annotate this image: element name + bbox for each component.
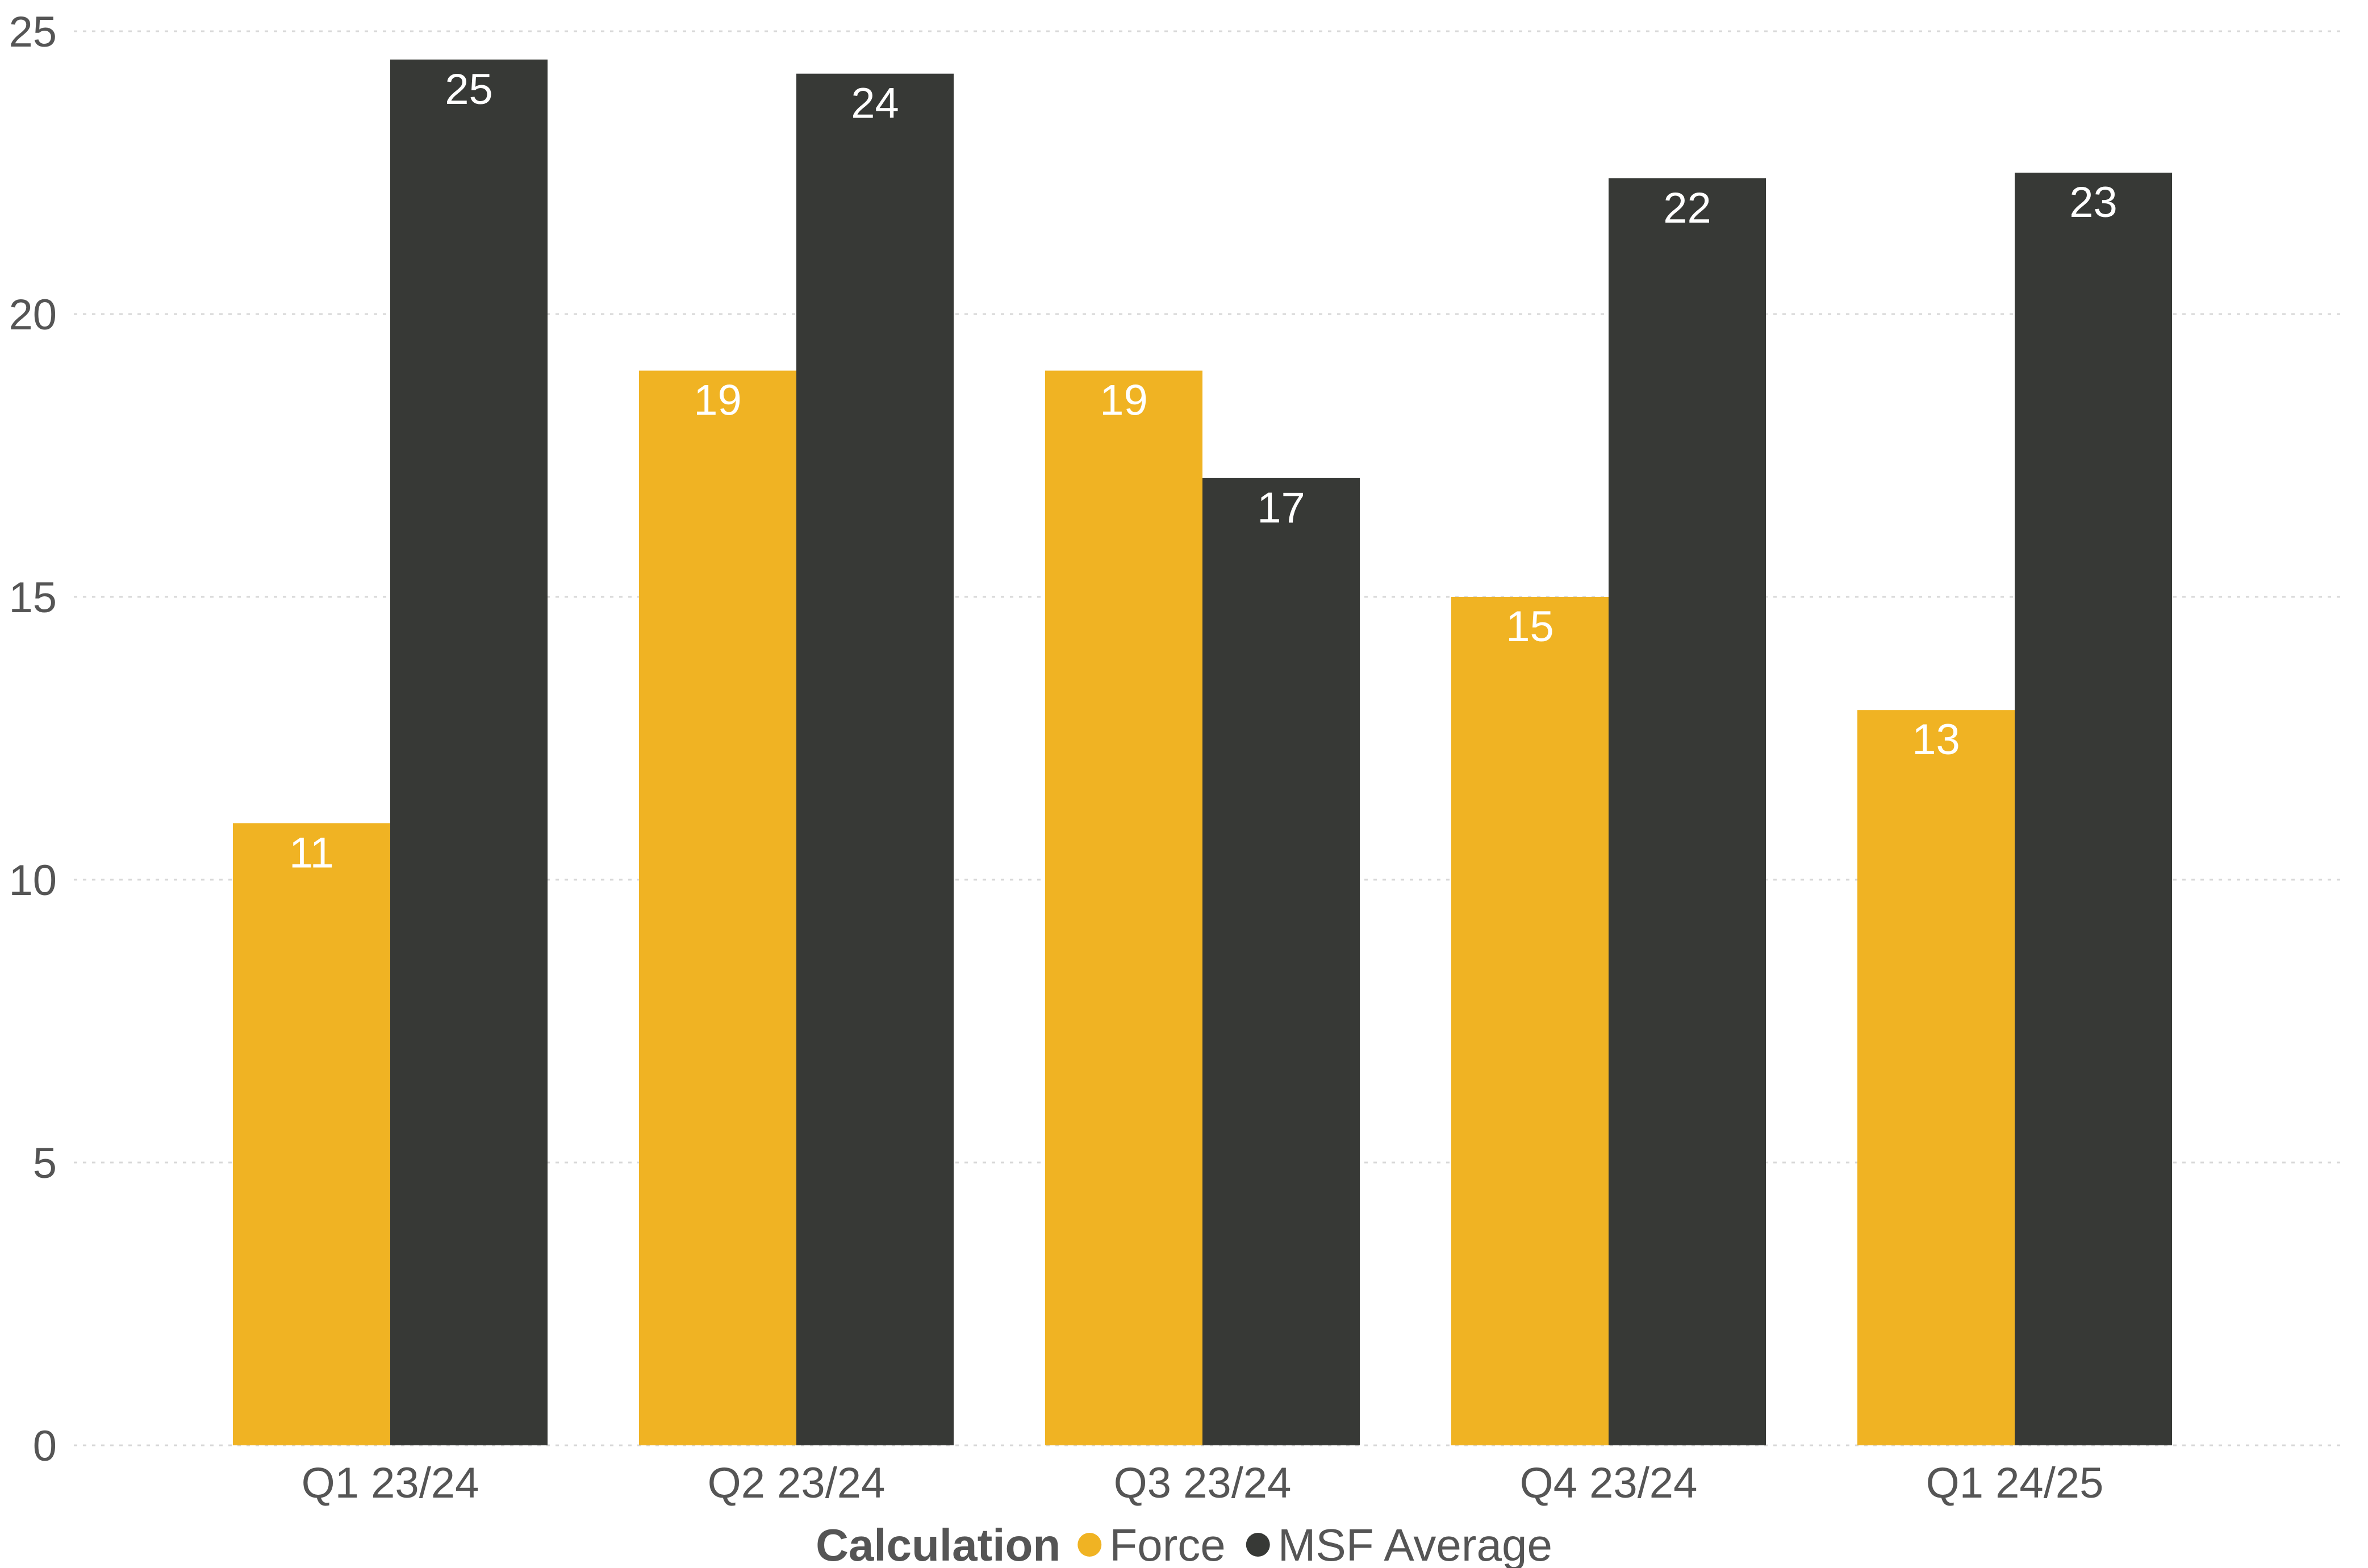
data-label: 24 <box>851 80 899 128</box>
bar <box>1045 370 1202 1445</box>
bar <box>1857 710 2015 1445</box>
legend-label: Force <box>1109 1520 1226 1568</box>
bars: 11 25 19 24 19 17 15 22 13 23 <box>233 59 2172 1446</box>
legend-marker <box>1077 1533 1102 1557</box>
legend-label: MSF Average <box>1278 1520 1552 1568</box>
bar <box>1609 178 1766 1446</box>
bar <box>233 823 390 1445</box>
x-axis: Q1 23/24 Q2 23/24 Q3 23/24 Q4 23/24 Q1 24/25 <box>302 1459 2104 1507</box>
x-tick-label: Q4 23/24 <box>1520 1459 1698 1507</box>
y-tick-label: 25 <box>9 8 57 56</box>
y-tick-label: 5 <box>33 1139 57 1188</box>
bar <box>1202 478 1360 1445</box>
data-label: 19 <box>1100 377 1148 425</box>
legend: Calculation Force MSF Average <box>816 1520 1552 1568</box>
x-tick-label: Q2 23/24 <box>708 1459 886 1507</box>
data-label: 17 <box>1257 484 1305 532</box>
legend-title: Calculation <box>816 1520 1060 1568</box>
y-axis: 0 5 10 15 20 25 <box>9 8 57 1470</box>
data-label: 13 <box>1912 716 1960 764</box>
data-label: 25 <box>445 65 493 114</box>
bar <box>2015 173 2172 1445</box>
x-tick-label: Q1 23/24 <box>302 1459 479 1507</box>
legend-marker <box>1246 1533 1270 1557</box>
y-tick-label: 10 <box>9 856 57 905</box>
x-tick-label: Q3 23/24 <box>1114 1459 1292 1507</box>
bar <box>390 59 548 1445</box>
bar <box>796 73 954 1446</box>
data-label: 15 <box>1506 603 1554 651</box>
y-tick-label: 15 <box>9 574 57 622</box>
y-tick-label: 0 <box>33 1422 57 1470</box>
data-label: 11 <box>289 829 334 877</box>
bar <box>639 370 796 1445</box>
x-tick-label: Q1 24/25 <box>1926 1459 2104 1507</box>
data-label: 23 <box>2069 178 2118 227</box>
data-label: 19 <box>694 377 742 425</box>
y-tick-label: 20 <box>9 291 57 339</box>
bar <box>1451 597 1609 1445</box>
data-label: 22 <box>1663 184 1711 232</box>
